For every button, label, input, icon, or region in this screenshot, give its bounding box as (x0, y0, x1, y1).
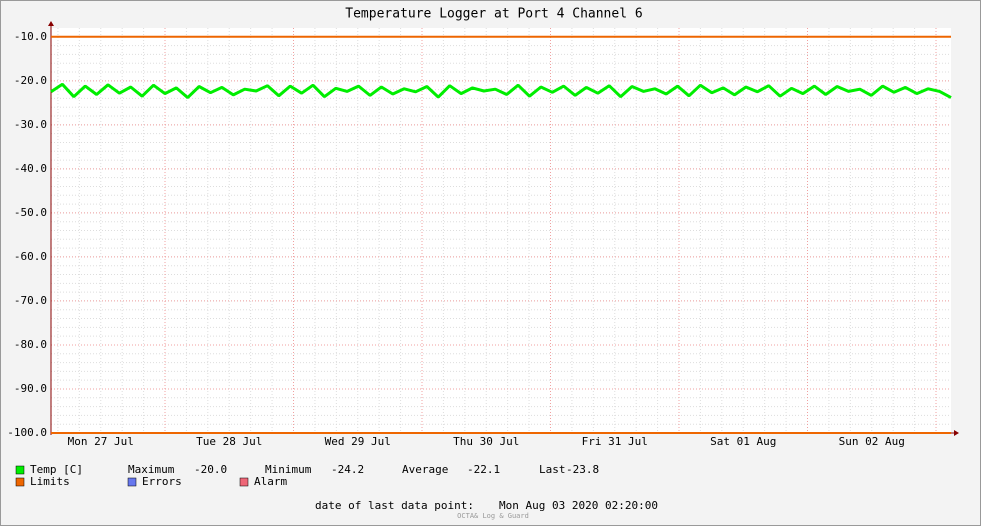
watermark: OCTA& Log & Guard (457, 512, 529, 520)
stat-value: -22.1 (467, 463, 500, 476)
stat-name: Average (402, 463, 448, 476)
last-point: Mon Aug 03 2020 02:20:00 (499, 499, 658, 512)
legend-label: Limits (30, 475, 70, 488)
y-tick-label: -20.0 (14, 74, 47, 87)
marks (50, 35, 952, 434)
legend-swatch (15, 477, 25, 487)
x-tick-label: Sun 02 Aug (839, 435, 905, 448)
y-arrow (48, 21, 54, 26)
x-tick-label: Sat 01 Aug (710, 435, 776, 448)
stat-value: -20.0 (194, 463, 227, 476)
legend-swatch (239, 477, 249, 487)
temp-line (50, 83, 952, 99)
y-tick-label: -100.0 (7, 426, 47, 439)
x-tick-label: Wed 29 Jul (325, 435, 391, 448)
y-tick-label: -70.0 (14, 294, 47, 307)
stat-value: -24.2 (331, 463, 364, 476)
last-point-label: date of last data point: (315, 499, 474, 512)
x-tick-label: Thu 30 Jul (453, 435, 519, 448)
stat-name: Last (539, 463, 566, 476)
y-tick-label: -90.0 (14, 382, 47, 395)
x-tick-label: Fri 31 Jul (582, 435, 648, 448)
stat-name: Minimum (265, 463, 312, 476)
legend-label: Errors (142, 475, 182, 488)
y-tick-label: -50.0 (14, 206, 47, 219)
chart-title: Temperature Logger at Port 4 Channel 6 (345, 7, 642, 22)
y-tick-label: -60.0 (14, 250, 47, 263)
stat-value: -23.8 (566, 463, 599, 476)
legend-swatch (15, 465, 25, 475)
x-tick-label: Mon 27 Jul (68, 435, 134, 448)
stat-name: Maximum (128, 463, 175, 476)
grid: -10.0 -20.0 -30.0 -40.0 -50.0 -60.0 -70.0 -80.0… (7, 21, 959, 448)
x-tick-label: Tue 28 Jul (196, 435, 262, 448)
y-tick-label: -80.0 (14, 338, 47, 351)
legend: Temp [C]Limits Errors Alarm Maximum -20.0 Min… (15, 463, 599, 488)
y-tick-label: -10.0 (14, 30, 47, 43)
legend-swatch (127, 477, 137, 487)
legend-label: Temp [C] (30, 463, 83, 476)
y-tick-label: -30.0 (14, 118, 47, 131)
x-arrow (954, 430, 959, 436)
legend-label: Alarm (254, 475, 287, 488)
y-tick-label: -40.0 (14, 162, 47, 175)
